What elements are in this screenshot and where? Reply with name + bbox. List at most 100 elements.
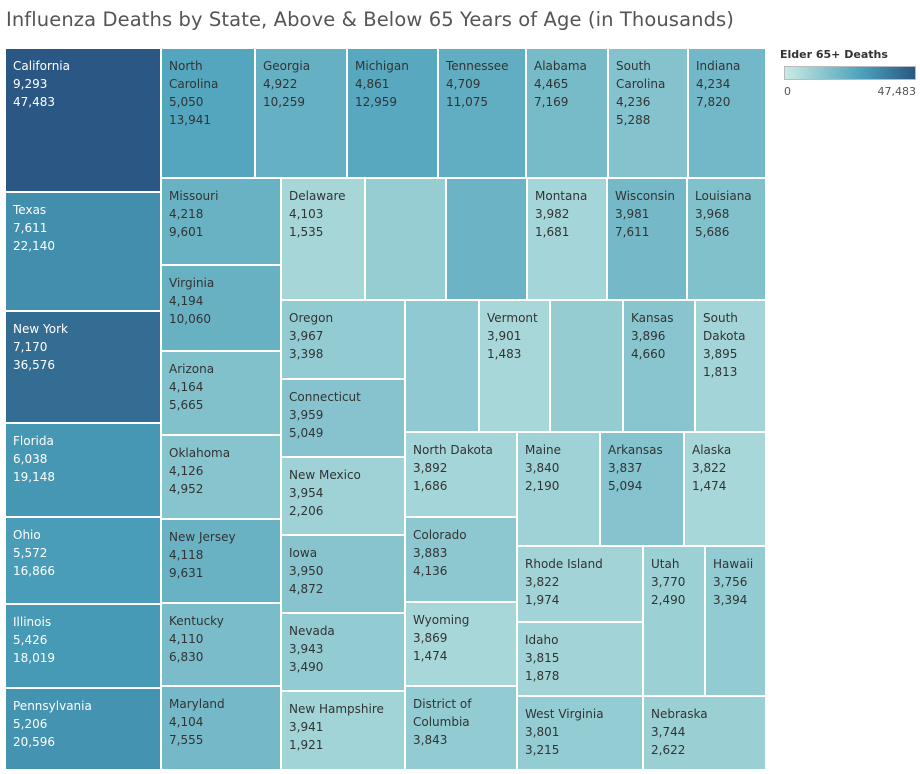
treemap-label-montana: Montana 3,982 1,681: [535, 189, 588, 239]
treemap-tile-arizona[interactable]: Arizona 4,164 5,665: [161, 351, 281, 435]
treemap-tile-hawaii[interactable]: Hawaii 3,756 3,394: [705, 546, 766, 696]
treemap-label-pennsylvania: Pennsylvania 5,206 20,596: [13, 699, 92, 749]
legend-min-label: 0: [784, 85, 791, 98]
treemap-tile-colorado[interactable]: Colorado 3,883 4,136: [405, 517, 517, 602]
treemap-tile-south-dakota[interactable]: South Dakota 3,895 1,813: [695, 300, 766, 432]
treemap-label-arkansas: Arkansas 3,837 5,094: [608, 443, 663, 493]
treemap-tile-louisiana[interactable]: Louisiana 3,968 5,686: [687, 178, 766, 300]
treemap-tile-unlabeled-22[interactable]: [365, 178, 446, 300]
treemap-tile-arkansas[interactable]: Arkansas 3,837 5,094: [600, 432, 684, 546]
legend-gradient-bar: [784, 66, 916, 80]
treemap-label-illinois: Illinois 5,426 18,019: [13, 615, 55, 665]
treemap-label-michigan: Michigan 4,861 12,959: [355, 59, 409, 109]
treemap-label-virginia: Virginia 4,194 10,060: [169, 276, 215, 326]
treemap-label-wyoming: Wyoming 3,869 1,474: [413, 613, 470, 663]
treemap-tile-maine[interactable]: Maine 3,840 2,190: [517, 432, 600, 546]
treemap-tile-delaware[interactable]: Delaware 4,103 1,535: [281, 178, 365, 300]
treemap-tile-georgia[interactable]: Georgia 4,922 10,259: [255, 48, 347, 178]
treemap-label-idaho: Idaho 3,815 1,878: [525, 633, 560, 683]
treemap-label-iowa: Iowa 3,950 4,872: [289, 546, 324, 596]
treemap-tile-utah[interactable]: Utah 3,770 2,490: [643, 546, 705, 696]
treemap-tile-unlabeled-30[interactable]: [550, 300, 623, 432]
treemap-tile-alabama[interactable]: Alabama 4,465 7,169: [526, 48, 608, 178]
treemap-label-south-carolina: South Carolina 4,236 5,288: [616, 59, 666, 127]
treemap-label-georgia: Georgia 4,922 10,259: [263, 59, 311, 109]
treemap-tile-pennsylvania[interactable]: Pennsylvania 5,206 20,596: [5, 688, 161, 770]
treemap-tile-west-virginia[interactable]: West Virginia 3,801 3,215: [517, 696, 643, 770]
treemap-tile-alaska[interactable]: Alaska 3,822 1,474: [684, 432, 766, 546]
treemap-label-district-of-columbia: District of Columbia 3,843: [413, 697, 472, 747]
treemap-tile-connecticut[interactable]: Connecticut 3,959 5,049: [281, 379, 405, 457]
treemap-tile-oklahoma[interactable]: Oklahoma 4,126 4,952: [161, 435, 281, 519]
treemap-label-new-york: New York 7,170 36,576: [13, 322, 68, 372]
treemap-label-maryland: Maryland 4,104 7,555: [169, 697, 225, 747]
treemap-tile-new-jersey[interactable]: New Jersey 4,118 9,631: [161, 519, 281, 603]
treemap-tile-texas[interactable]: Texas 7,611 22,140: [5, 192, 161, 311]
treemap-tile-michigan[interactable]: Michigan 4,861 12,959: [347, 48, 438, 178]
treemap-tile-indiana[interactable]: Indiana 4,234 7,820: [688, 48, 766, 178]
treemap-tile-nevada[interactable]: Nevada 3,943 3,490: [281, 613, 405, 691]
treemap-label-new-mexico: New Mexico 3,954 2,206: [289, 468, 361, 518]
treemap-tile-north-carolina[interactable]: North Carolina 5,050 13,941: [161, 48, 255, 178]
treemap-tile-kentucky[interactable]: Kentucky 4,110 6,830: [161, 603, 281, 686]
treemap-tile-virginia[interactable]: Virginia 4,194 10,060: [161, 265, 281, 351]
treemap-tile-new-mexico[interactable]: New Mexico 3,954 2,206: [281, 457, 405, 535]
treemap-label-new-hampshire: New Hampshire 3,941 1,921: [289, 702, 384, 752]
treemap-tile-iowa[interactable]: Iowa 3,950 4,872: [281, 535, 405, 613]
treemap-tile-florida[interactable]: Florida 6,038 19,148: [5, 423, 161, 517]
color-legend: Elder 65+ Deaths 0 47,483: [780, 48, 918, 98]
treemap-tile-south-carolina[interactable]: South Carolina 4,236 5,288: [608, 48, 688, 178]
treemap-label-california: California 9,293 47,483: [13, 59, 70, 109]
treemap-label-alaska: Alaska 3,822 1,474: [692, 443, 732, 493]
treemap-tile-wisconsin[interactable]: Wisconsin 3,981 7,611: [607, 178, 687, 300]
treemap-label-north-dakota: North Dakota 3,892 1,686: [413, 443, 493, 493]
legend-max-label: 47,483: [877, 85, 917, 98]
treemap-label-north-carolina: North Carolina 5,050 13,941: [169, 59, 219, 127]
treemap-tile-new-york[interactable]: New York 7,170 36,576: [5, 311, 161, 423]
treemap-label-rhode-island: Rhode Island 3,822 1,974: [525, 557, 603, 607]
treemap-label-louisiana: Louisiana 3,968 5,686: [695, 189, 752, 239]
treemap-label-vermont: Vermont 3,901 1,483: [487, 311, 538, 361]
treemap-label-maine: Maine 3,840 2,190: [525, 443, 562, 493]
treemap-tile-nebraska[interactable]: Nebraska 3,744 2,622: [643, 696, 766, 770]
treemap-tile-ohio[interactable]: Ohio 5,572 16,866: [5, 517, 161, 604]
treemap-label-connecticut: Connecticut 3,959 5,049: [289, 390, 361, 440]
treemap-tile-wyoming[interactable]: Wyoming 3,869 1,474: [405, 602, 517, 686]
treemap-tile-california[interactable]: California 9,293 47,483: [5, 48, 161, 192]
treemap-label-nevada: Nevada 3,943 3,490: [289, 624, 335, 674]
treemap-tile-missouri[interactable]: Missouri 4,218 9,601: [161, 178, 281, 265]
treemap-label-texas: Texas 7,611 22,140: [13, 203, 55, 253]
treemap-label-nebraska: Nebraska 3,744 2,622: [651, 707, 708, 757]
treemap-label-oregon: Oregon 3,967 3,398: [289, 311, 334, 361]
treemap-label-new-jersey: New Jersey 4,118 9,631: [169, 530, 236, 580]
treemap-tile-idaho[interactable]: Idaho 3,815 1,878: [517, 622, 643, 696]
treemap-label-oklahoma: Oklahoma 4,126 4,952: [169, 446, 231, 496]
treemap-tile-tennessee[interactable]: Tennessee 4,709 11,075: [438, 48, 526, 178]
treemap-label-arizona: Arizona 4,164 5,665: [169, 362, 215, 412]
treemap-tile-vermont[interactable]: Vermont 3,901 1,483: [479, 300, 550, 432]
treemap-label-kansas: Kansas 3,896 4,660: [631, 311, 674, 361]
treemap-label-indiana: Indiana 4,234 7,820: [696, 59, 741, 109]
treemap-tile-maryland[interactable]: Maryland 4,104 7,555: [161, 686, 281, 770]
treemap-tile-unlabeled-23[interactable]: [446, 178, 527, 300]
treemap-label-kentucky: Kentucky 4,110 6,830: [169, 614, 224, 664]
treemap-tile-unlabeled-28[interactable]: [405, 300, 479, 432]
treemap-label-hawaii: Hawaii 3,756 3,394: [713, 557, 754, 607]
treemap-tile-illinois[interactable]: Illinois 5,426 18,019: [5, 604, 161, 688]
legend-title: Elder 65+ Deaths: [780, 48, 888, 61]
treemap-tile-kansas[interactable]: Kansas 3,896 4,660: [623, 300, 695, 432]
treemap-label-south-dakota: South Dakota 3,895 1,813: [703, 311, 746, 379]
treemap-label-missouri: Missouri 4,218 9,601: [169, 189, 219, 239]
treemap-tile-rhode-island[interactable]: Rhode Island 3,822 1,974: [517, 546, 643, 622]
treemap-tile-oregon[interactable]: Oregon 3,967 3,398: [281, 300, 405, 379]
treemap-label-colorado: Colorado 3,883 4,136: [413, 528, 467, 578]
treemap-label-tennessee: Tennessee 4,709 11,075: [446, 59, 509, 109]
treemap-label-florida: Florida 6,038 19,148: [13, 434, 55, 484]
treemap-label-delaware: Delaware 4,103 1,535: [289, 189, 346, 239]
treemap-tile-district-of-columbia[interactable]: District of Columbia 3,843: [405, 686, 517, 770]
treemap-tile-montana[interactable]: Montana 3,982 1,681: [527, 178, 607, 300]
treemap-tile-north-dakota[interactable]: North Dakota 3,892 1,686: [405, 432, 517, 517]
chart-title: Influenza Deaths by State, Above & Below…: [6, 8, 735, 31]
treemap-tile-new-hampshire[interactable]: New Hampshire 3,941 1,921: [281, 691, 405, 770]
